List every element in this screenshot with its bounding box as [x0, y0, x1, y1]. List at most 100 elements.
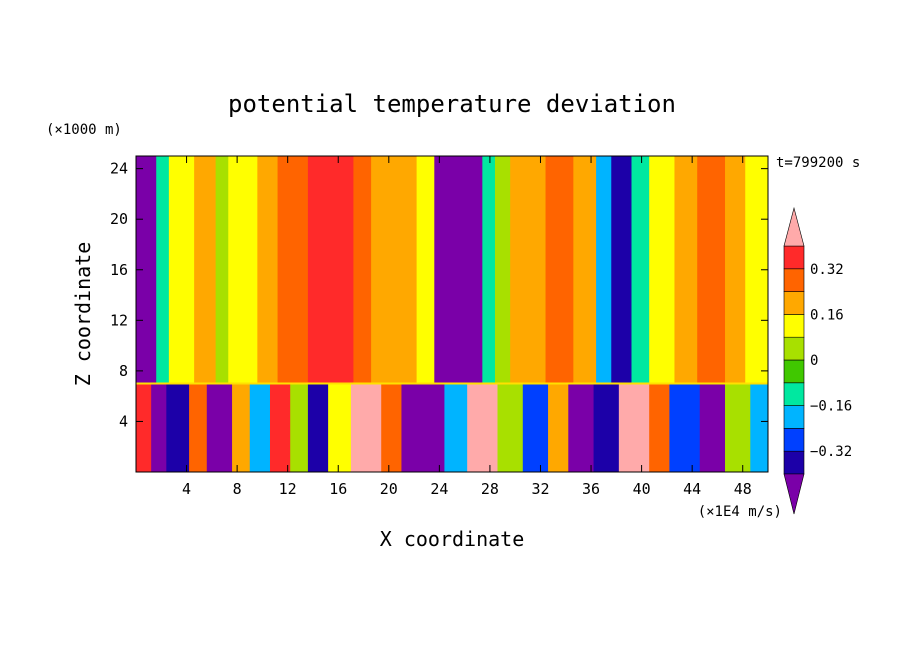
- colorbar-band-4: [783, 359, 805, 384]
- upper-column-22: [631, 156, 650, 384]
- upper-column-9: [353, 156, 372, 384]
- x-tick-label-6: 28: [481, 480, 499, 498]
- y-axis-label: Z coordinate: [71, 242, 95, 387]
- upper-column-11: [391, 156, 418, 384]
- x-tick-label-5: 24: [430, 480, 448, 498]
- upper-column-25: [697, 156, 726, 384]
- colorbar-band-8: [783, 268, 805, 292]
- upper-column-6: [257, 156, 279, 384]
- colorbar-label-1: −0.16: [810, 399, 852, 415]
- upper-column-20: [596, 156, 612, 384]
- chart-title: potential temperature deviation: [228, 90, 676, 118]
- upper-column-8: [307, 156, 355, 384]
- x-tick-label-2: 12: [279, 480, 297, 498]
- lower-cell-20: [593, 383, 620, 472]
- colorbar-min-arrow: [783, 473, 805, 515]
- lower-cell-7: [269, 383, 291, 472]
- lower-cell-6: [249, 383, 271, 472]
- upper-column-1: [156, 156, 170, 384]
- x-tick-label-9: 40: [633, 480, 651, 498]
- colorbar-band-7: [783, 291, 805, 315]
- upper-column-7: [277, 156, 309, 384]
- lower-cell-22: [649, 383, 671, 472]
- upper-column-2: [168, 156, 195, 384]
- x-axis-label: X coordinate: [380, 527, 525, 551]
- colorbar-band-1: [783, 428, 805, 452]
- upper-column-18: [545, 156, 574, 384]
- x-tick-label-7: 32: [531, 480, 549, 498]
- upper-column-10: [371, 156, 392, 384]
- y-tick-label-3: 16: [110, 261, 128, 279]
- upper-column-19: [573, 156, 597, 384]
- upper-column-3: [194, 156, 217, 384]
- upper-column-13: [434, 156, 483, 384]
- lower-cell-18: [548, 383, 569, 472]
- x-tick-label-10: 44: [683, 480, 701, 498]
- lower-cell-17: [522, 383, 549, 472]
- lower-cell-16: [497, 383, 524, 472]
- colorbar-band-2: [783, 405, 805, 429]
- y-axis: 4 8 12 16 20 24: [110, 160, 768, 430]
- x-tick-label-3: 16: [329, 480, 347, 498]
- lower-cell-14: [444, 383, 468, 472]
- upper-column-16: [510, 156, 531, 384]
- lower-cell-0: [136, 383, 152, 472]
- x-tick-label-0: 4: [182, 480, 191, 498]
- y-tick-label-5: 24: [110, 160, 128, 178]
- contour-field: [136, 156, 768, 472]
- upper-column-4: [215, 156, 229, 384]
- lower-cell-4: [206, 383, 233, 472]
- x-tick-label-4: 20: [380, 480, 398, 498]
- lower-cell-5: [232, 383, 251, 472]
- time-label: t=799200 s: [776, 155, 860, 171]
- lower-cell-12: [381, 383, 403, 472]
- colorbar-band-9: [783, 245, 805, 270]
- colorbar-label-3: 0.16: [810, 307, 844, 323]
- upper-column-17: [530, 156, 547, 384]
- colorbar-max-arrow: [783, 206, 805, 247]
- lower-cell-8: [290, 383, 309, 472]
- upper-column-21: [611, 156, 633, 384]
- x-tick-label-1: 8: [233, 480, 242, 498]
- lower-cell-15: [467, 383, 499, 472]
- upper-column-5: [228, 156, 258, 384]
- colorbar-band-5: [783, 336, 805, 361]
- lower-cell-1: [151, 383, 167, 472]
- upper-column-0: [136, 156, 157, 384]
- y-tick-label-4: 20: [110, 210, 128, 228]
- colorbar-label-0: −0.32: [810, 444, 852, 460]
- colorbar-label-4: 0.32: [810, 262, 844, 278]
- upper-column-24: [674, 156, 698, 384]
- x-tick-label-8: 36: [582, 480, 600, 498]
- upper-column-26: [725, 156, 746, 384]
- lower-cell-10: [328, 383, 352, 472]
- colorbar-band-0: [783, 450, 805, 475]
- lower-cell-23: [669, 383, 701, 472]
- upper-column-27: [745, 156, 768, 384]
- colorbar-label-2: 0: [810, 353, 818, 369]
- lower-cell-19: [568, 383, 595, 472]
- colorbar-band-6: [783, 314, 805, 338]
- lower-cell-24: [699, 383, 726, 472]
- x-unit-label: (×1E4 m/s): [698, 504, 782, 520]
- lower-cell-11: [350, 383, 382, 472]
- x-tick-label-11: 48: [734, 480, 752, 498]
- y-unit-label: (×1000 m): [46, 122, 122, 138]
- colorbar-band-3: [783, 382, 805, 406]
- upper-column-12: [416, 156, 435, 384]
- lower-cell-26: [750, 383, 768, 472]
- lower-cell-25: [725, 383, 751, 472]
- lower-cell-9: [307, 383, 329, 472]
- lower-cell-2: [166, 383, 190, 472]
- upper-column-15: [494, 156, 511, 384]
- plot-frame: [135, 155, 769, 473]
- lower-cell-21: [618, 383, 650, 472]
- y-tick-label-1: 8: [119, 362, 128, 380]
- y-tick-label-0: 4: [119, 412, 128, 430]
- lower-cell-13: [401, 383, 446, 472]
- lower-cell-3: [189, 383, 208, 472]
- y-tick-label-2: 12: [110, 311, 128, 329]
- colorbar: −0.32 −0.16 0 0.16 0.32: [783, 206, 852, 515]
- upper-column-23: [649, 156, 676, 384]
